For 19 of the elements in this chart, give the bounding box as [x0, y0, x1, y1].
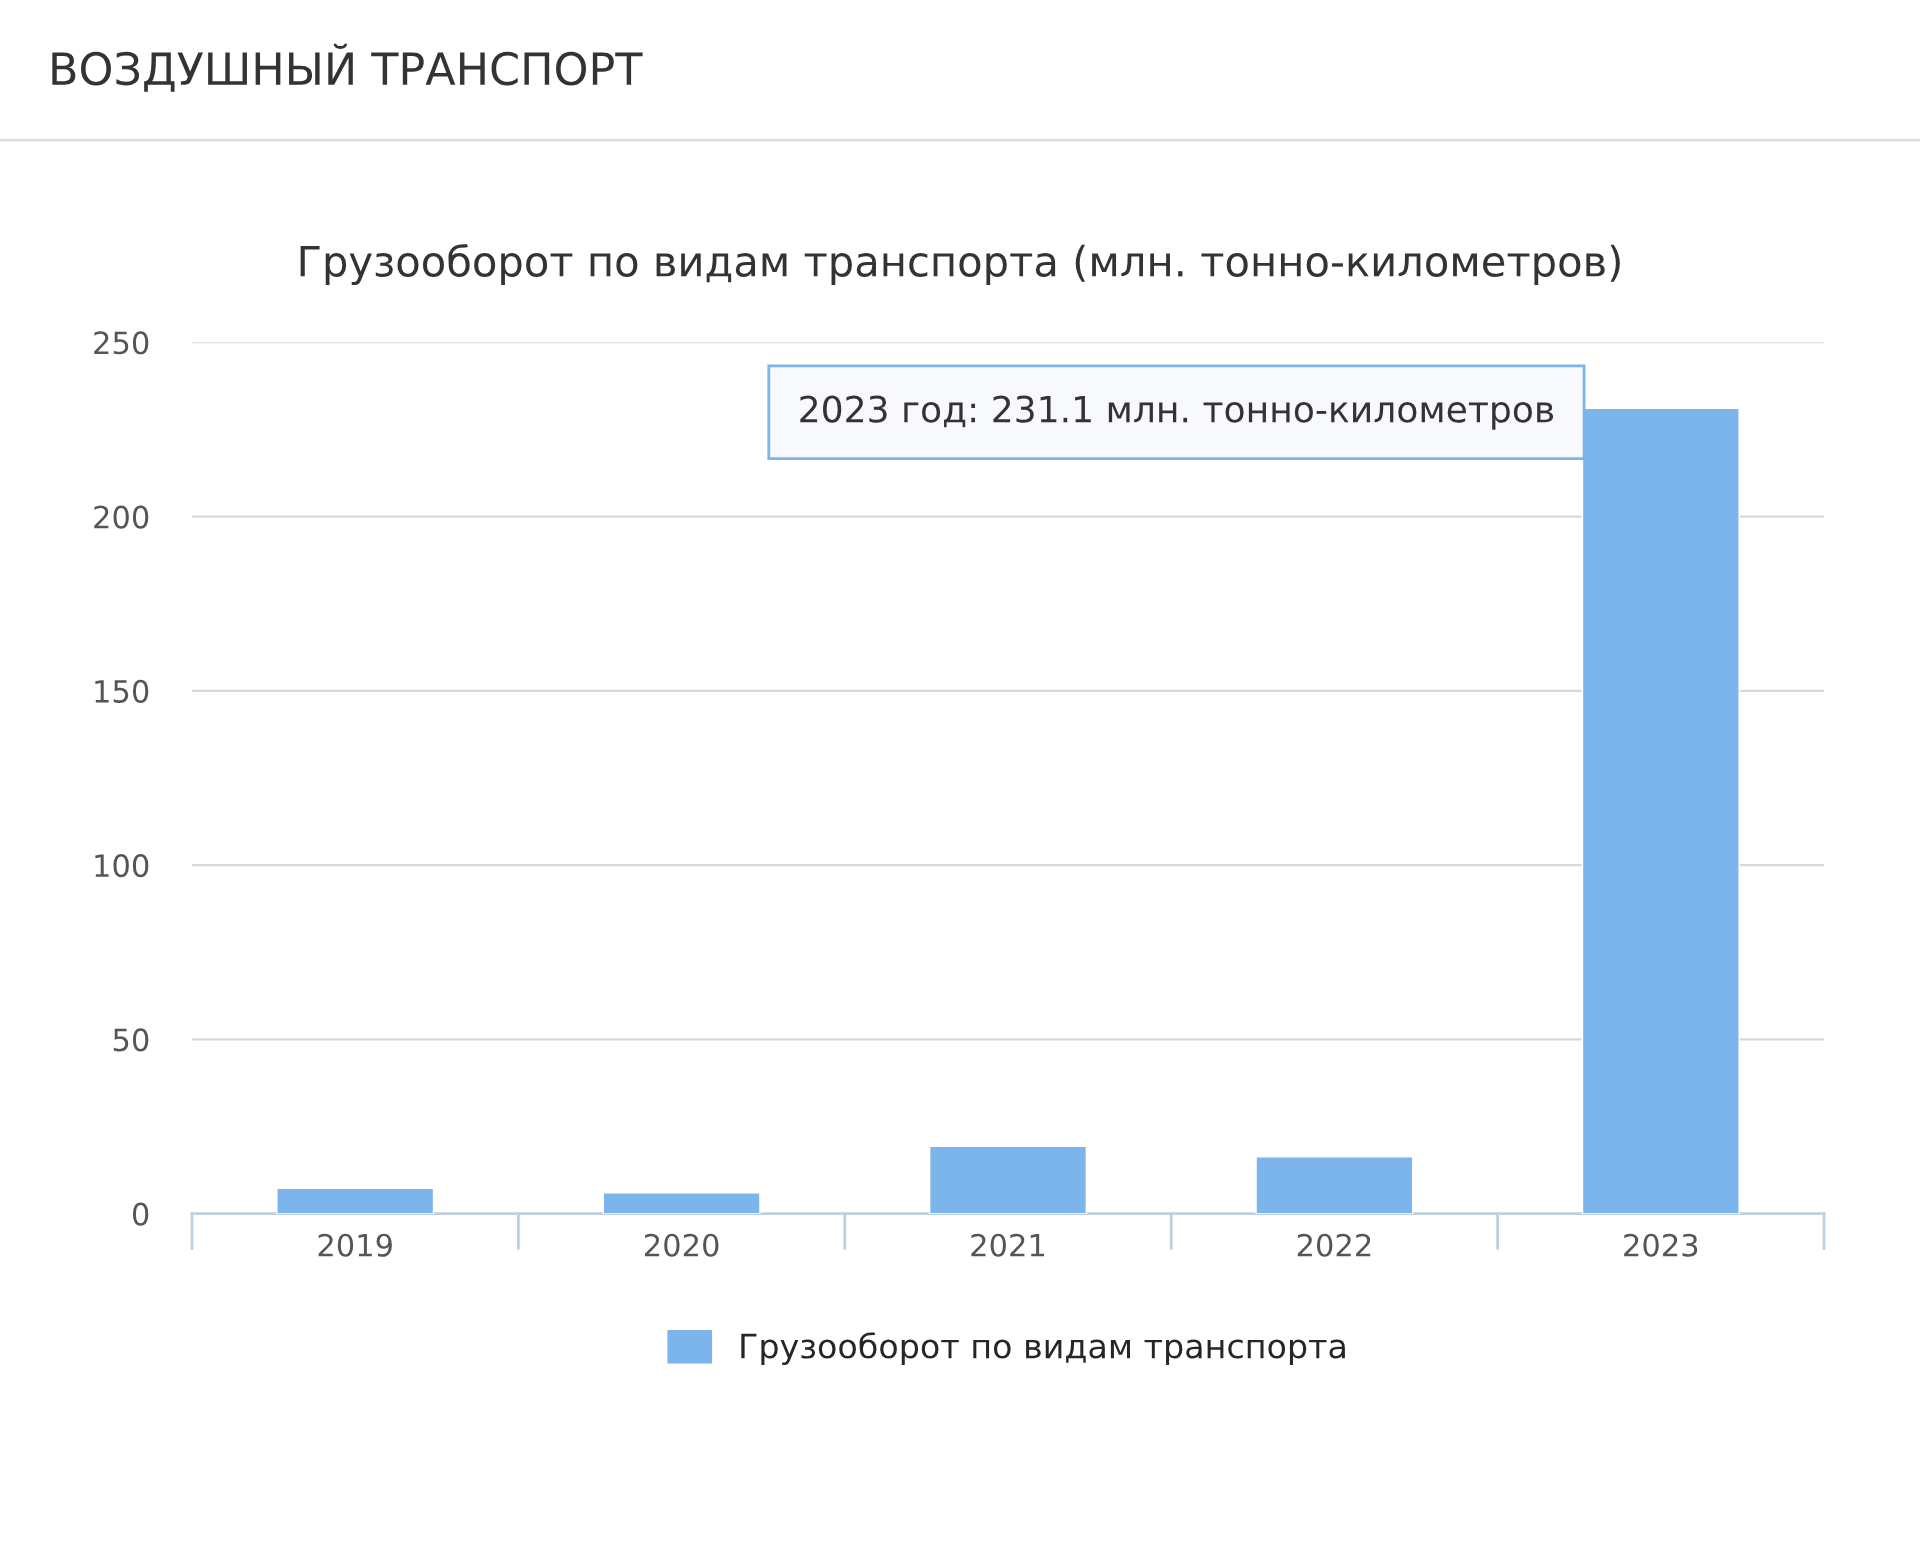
bar: [928, 1145, 1088, 1214]
bar: [276, 1187, 435, 1214]
x-tick-label: 2023: [1624, 1233, 1698, 1257]
chart-title: ВОЗДУШНЫЙ ТРАНСПОРТ: [52, 43, 643, 92]
annotation: 2023 год: 231.1 млн. тонно-километров: [800, 395, 1554, 430]
y-tick-label: 250: [94, 331, 149, 355]
chart-subtitle: Грузооборот по видам транспорта (млн. тонно-километров): [300, 244, 1620, 286]
y-tick-label: 0: [132, 1202, 149, 1226]
bar: [1255, 1156, 1414, 1214]
legend-label: Грузооборот по видам транспорта: [741, 1332, 1345, 1366]
x-tick-label: 2020: [644, 1233, 719, 1257]
y-tick-label: 100: [95, 854, 149, 878]
y-tick-label: 200: [94, 505, 149, 529]
x-tick-label: 2022: [1297, 1233, 1371, 1257]
bar: [602, 1192, 761, 1214]
y-tick-label: 50: [113, 1028, 149, 1052]
y-tick-label: 150: [95, 679, 149, 703]
x-tick-label: 2021: [971, 1233, 1045, 1257]
x-tick-label: 2019: [318, 1233, 392, 1257]
